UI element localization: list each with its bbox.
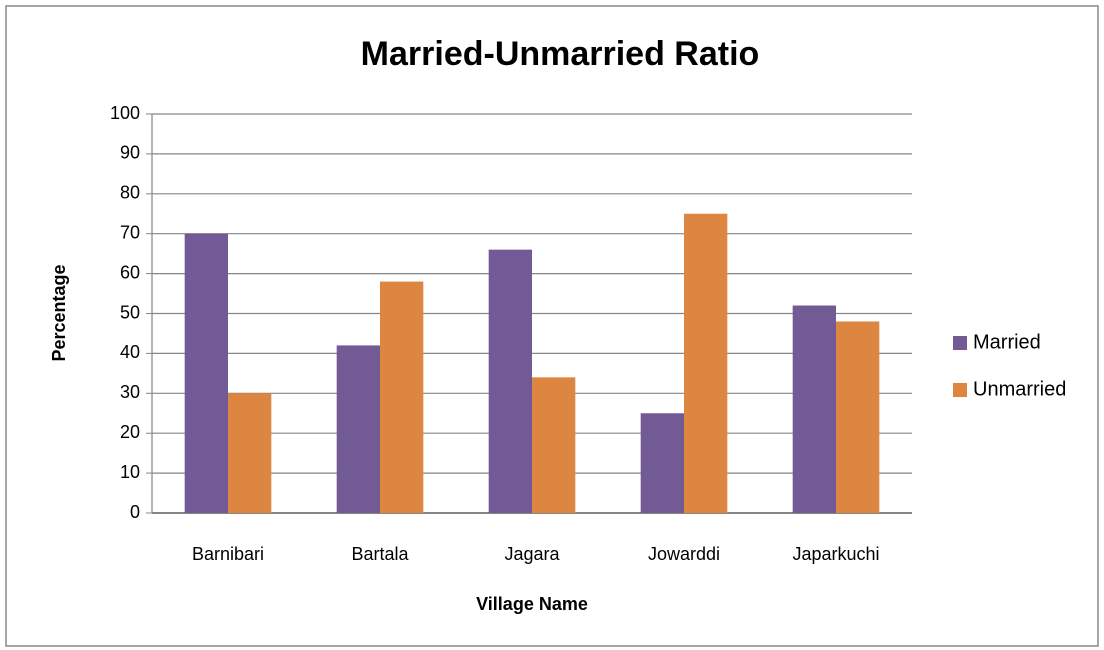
x-tick-label: Barnibari	[192, 544, 264, 564]
y-tick-label: 30	[120, 382, 140, 402]
bar	[380, 281, 424, 513]
bar	[792, 305, 836, 513]
bar	[228, 393, 272, 513]
y-tick-label: 0	[130, 502, 140, 522]
bar	[184, 233, 228, 513]
bar	[640, 413, 684, 513]
y-tick-label: 50	[120, 302, 140, 322]
bar	[488, 249, 532, 513]
y-tick-label: 90	[120, 143, 140, 163]
y-axis-label: Percentage	[49, 264, 69, 361]
y-tick-label: 70	[120, 222, 140, 242]
x-tick-label: Jagara	[504, 544, 560, 564]
bar	[684, 213, 728, 513]
legend-swatch	[953, 336, 967, 350]
x-tick-label: Bartala	[351, 544, 409, 564]
chart-title: Married-Unmarried Ratio	[361, 35, 760, 73]
bar	[836, 321, 880, 513]
bar	[336, 345, 380, 513]
y-tick-label: 10	[120, 462, 140, 482]
y-tick-label: 100	[110, 103, 140, 123]
x-tick-label: Japarkuchi	[792, 544, 879, 564]
legend-swatch	[953, 383, 967, 397]
bar	[532, 377, 576, 513]
y-tick-label: 40	[120, 342, 140, 362]
y-tick-label: 80	[120, 183, 140, 203]
y-tick-label: 60	[120, 262, 140, 282]
x-axis-label: Village Name	[476, 594, 588, 614]
legend-label: Unmarried	[973, 378, 1066, 400]
x-tick-label: Jowarddi	[648, 544, 720, 564]
y-tick-label: 20	[120, 422, 140, 442]
legend-label: Married	[973, 331, 1041, 353]
